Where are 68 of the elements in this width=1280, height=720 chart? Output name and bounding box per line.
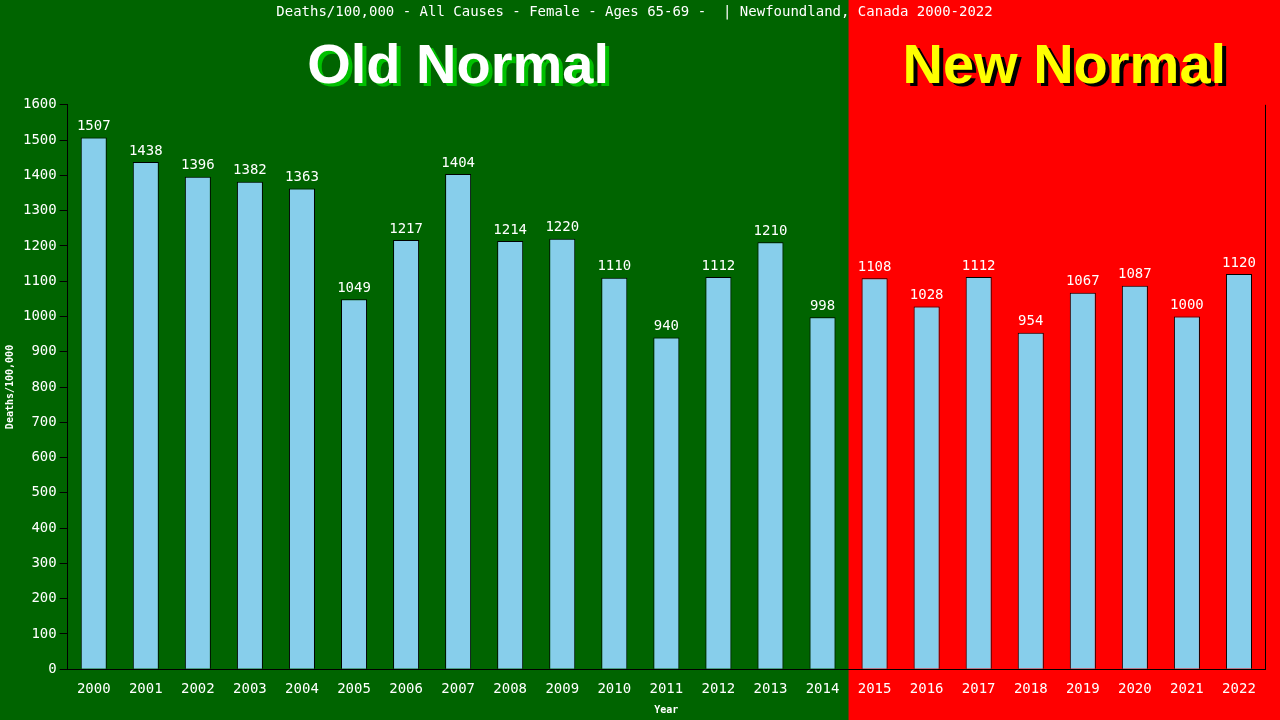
y-tick-label: 800 <box>31 377 57 394</box>
x-tick-label: 2019 <box>1065 680 1100 697</box>
y-tick-label: 900 <box>31 342 57 359</box>
y-tick-label: 700 <box>31 412 57 429</box>
band-label: New Normal <box>902 31 1227 95</box>
data-label: 1217 <box>389 219 423 236</box>
x-tick-label: 2001 <box>128 680 163 697</box>
data-label: 1049 <box>337 278 371 295</box>
data-label: 1067 <box>1065 272 1100 289</box>
x-tick-label: 2006 <box>389 680 423 697</box>
y-tick-label: 1200 <box>23 236 57 253</box>
y-tick-label: 1000 <box>23 307 57 324</box>
data-label: 1108 <box>857 257 892 274</box>
data-label: 1120 <box>1222 253 1256 270</box>
data-label: 1210 <box>753 222 788 239</box>
y-tick-label: 600 <box>31 448 57 465</box>
x-tick-label: 2003 <box>233 680 267 697</box>
x-tick-label: 2005 <box>337 680 371 697</box>
text: Old Normal <box>307 31 610 95</box>
data-label: 998 <box>809 296 836 313</box>
x-tick-label: 2009 <box>545 680 580 697</box>
x-tick-label: 2011 <box>649 680 684 697</box>
data-label: 1438 <box>128 141 163 158</box>
x-tick-label: 2022 <box>1222 680 1256 697</box>
data-label: 1112 <box>701 256 736 273</box>
x-tick-label: 2004 <box>285 680 319 697</box>
y-tick-label: 500 <box>31 483 57 500</box>
y-tick-label: 1400 <box>23 165 57 182</box>
x-tick-label: 2017 <box>961 680 996 697</box>
x-tick-label: 2015 <box>857 680 892 697</box>
chart-title: Deaths/100,000 - All Causes - Female - Ages 65-69 - | Newfoundland, Canada 2000-2022 <box>276 3 993 21</box>
data-label: 1000 <box>1170 296 1204 313</box>
y-tick-label: 0 <box>48 659 57 676</box>
y-tick-label: 400 <box>31 518 57 535</box>
y-axis-title: Deaths/100,000 <box>3 344 15 430</box>
data-label: 1404 <box>441 153 475 170</box>
y-tick-label: 1600 <box>23 95 57 112</box>
data-label: 1110 <box>597 257 632 274</box>
data-label: 1028 <box>909 286 944 303</box>
x-tick-label: 2014 <box>805 680 840 697</box>
x-tick-label: 2007 <box>441 680 475 697</box>
data-label: 1363 <box>285 168 319 185</box>
data-label: 1214 <box>493 220 528 237</box>
x-tick-label: 2020 <box>1118 680 1152 697</box>
x-tick-label: 2018 <box>1013 680 1048 697</box>
x-tick-label: 2008 <box>493 680 528 697</box>
y-tick-label: 300 <box>31 554 57 571</box>
data-label: 1507 <box>76 117 111 134</box>
x-tick-label: 2016 <box>909 680 944 697</box>
data-label: 954 <box>1018 312 1044 329</box>
y-tick-label: 1500 <box>23 130 57 147</box>
x-tick-label: 2002 <box>181 680 215 697</box>
y-tick-label: 1100 <box>23 271 57 288</box>
data-label: 1087 <box>1118 265 1152 282</box>
y-tick-label: 200 <box>31 589 57 606</box>
x-axis-title: Year <box>654 703 679 715</box>
data-label: 1220 <box>545 218 580 235</box>
x-tick-label: 2013 <box>753 680 788 697</box>
x-tick-label: 2012 <box>701 680 736 697</box>
data-label: 1112 <box>961 256 996 273</box>
data-label: 940 <box>653 317 680 334</box>
data-label: 1396 <box>181 156 215 173</box>
y-tick-label: 1300 <box>23 201 57 218</box>
y-tick-label: 100 <box>31 624 57 641</box>
x-tick-label: 2010 <box>597 680 632 697</box>
x-tick-label: 2000 <box>76 680 111 697</box>
x-tick-label: 2021 <box>1170 680 1204 697</box>
data-label: 1382 <box>233 161 267 178</box>
